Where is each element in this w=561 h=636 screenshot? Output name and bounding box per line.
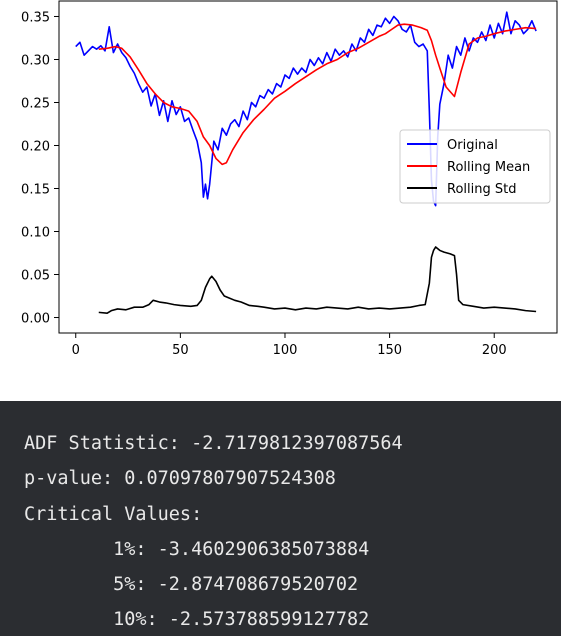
legend-label-original: Original (447, 138, 498, 153)
console-line-critical-1pct: 1%: -3.4602906385073884 (24, 539, 370, 560)
y-tick-label: 0.30 (21, 53, 50, 68)
y-tick-label: 0.35 (21, 10, 50, 25)
rolling-statistics-chart: 0.00 0.05 0.10 0.15 0.20 0.25 0.30 0.35 0 50 100 15… (21, 0, 558, 358)
console-output: ADF Statistic: -2.7179812397087564 p-val… (0, 401, 561, 636)
series-line-original (75, 11, 537, 207)
y-tick-label: 0.25 (21, 96, 50, 111)
y-tick-label: 0.00 (21, 312, 50, 327)
legend-label-rolling-mean: Rolling Mean (447, 160, 530, 175)
series-line-rolling-mean (98, 23, 537, 166)
console-line-critical-10pct: 10%: -2.573788599127782 (24, 609, 370, 630)
y-tick-label: 0.05 (21, 269, 50, 284)
x-tick-label: 100 (273, 343, 298, 358)
x-tick-label: 0 (72, 343, 80, 358)
plot-frame (58, 0, 558, 334)
x-tick-label: 200 (482, 343, 507, 358)
x-tick-label: 150 (377, 343, 402, 358)
console-line-critical-5pct: 5%: -2.874708679520702 (24, 574, 359, 595)
series-line-rolling-std (98, 246, 537, 315)
legend-label-rolling-std: Rolling Std (447, 182, 516, 197)
x-tick-label: 50 (172, 343, 189, 358)
console-line-critical-values: Critical Values: (24, 504, 203, 525)
y-tick-label: 0.10 (21, 226, 50, 241)
y-tick-label: 0.20 (21, 139, 50, 154)
console-line-adf-statistic: ADF Statistic: -2.7179812397087564 (24, 433, 403, 454)
legend-box (399, 129, 551, 204)
y-tick-label: 0.15 (21, 183, 50, 198)
chart-svg: 0.00 0.05 0.10 0.15 0.20 0.25 0.30 0.35 0 50 100 15… (21, 0, 558, 358)
console-line-p-value: p-value: 0.07097807907524308 (24, 468, 336, 489)
